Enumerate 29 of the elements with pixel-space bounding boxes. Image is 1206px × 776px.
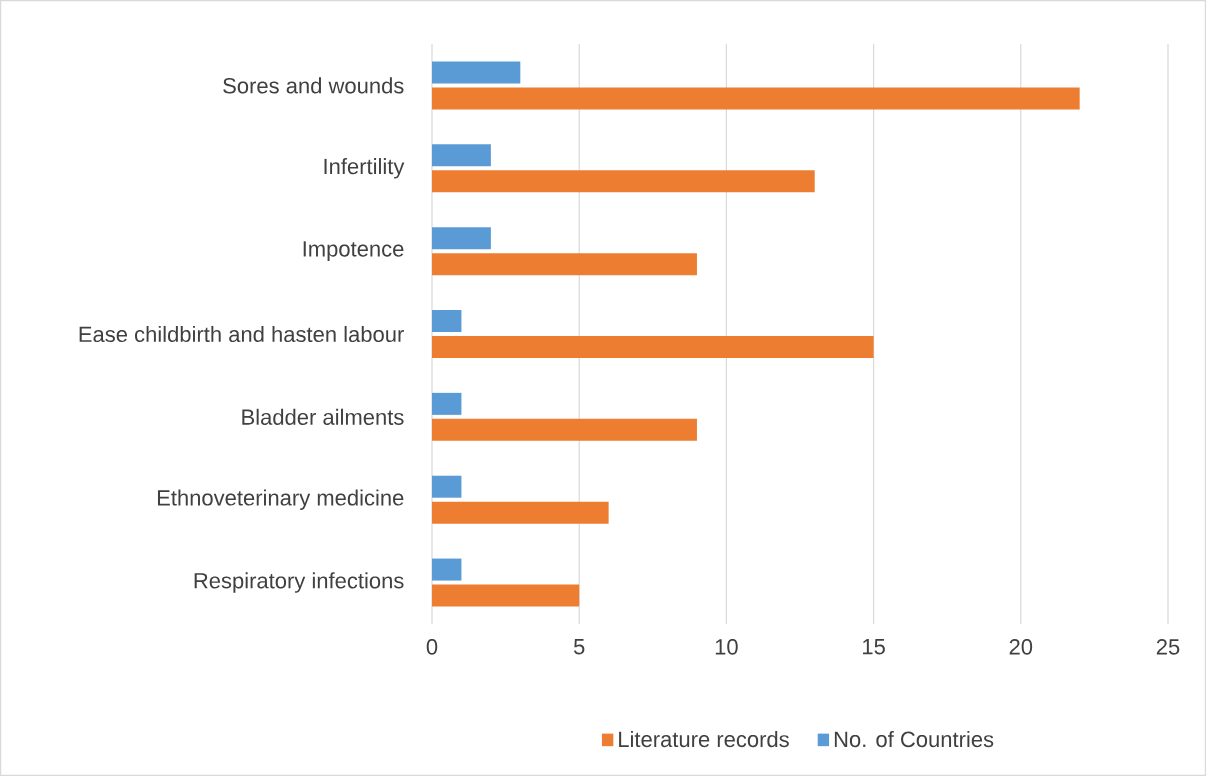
bar (432, 418, 697, 441)
bar (432, 584, 580, 607)
bar (432, 392, 462, 415)
y-tick-label: Ethnoveterinary medicine (157, 489, 404, 510)
bar (432, 475, 462, 498)
bar (432, 558, 462, 581)
y-tick-label: Respiratory infections (194, 572, 404, 593)
bar (432, 87, 1080, 110)
bar (432, 144, 491, 167)
bar (432, 170, 815, 193)
bar (432, 336, 874, 358)
bar (432, 501, 609, 524)
legend-label: No. of Countries (834, 731, 994, 748)
bar (432, 227, 491, 250)
bar (432, 310, 462, 333)
x-tick-label: 10 (715, 639, 738, 655)
y-tick-label: Bladder ailments (242, 408, 404, 425)
bar (432, 61, 521, 84)
x-tick-label: 0 (426, 639, 438, 655)
legend-label: Literature records (619, 731, 789, 748)
y-tick-label: Impotence (303, 241, 404, 261)
x-tick-label: 15 (863, 639, 885, 655)
x-tick-label: 5 (573, 639, 585, 655)
y-tick-label: Ease childbirth and hasten labour (79, 325, 404, 343)
y-tick-label: Infertility (324, 158, 405, 179)
y-tick-label: Sores and wounds (223, 77, 404, 94)
x-tick-label: 20 (1009, 639, 1033, 655)
x-tick-label: 25 (1156, 639, 1180, 655)
bar (432, 253, 697, 276)
